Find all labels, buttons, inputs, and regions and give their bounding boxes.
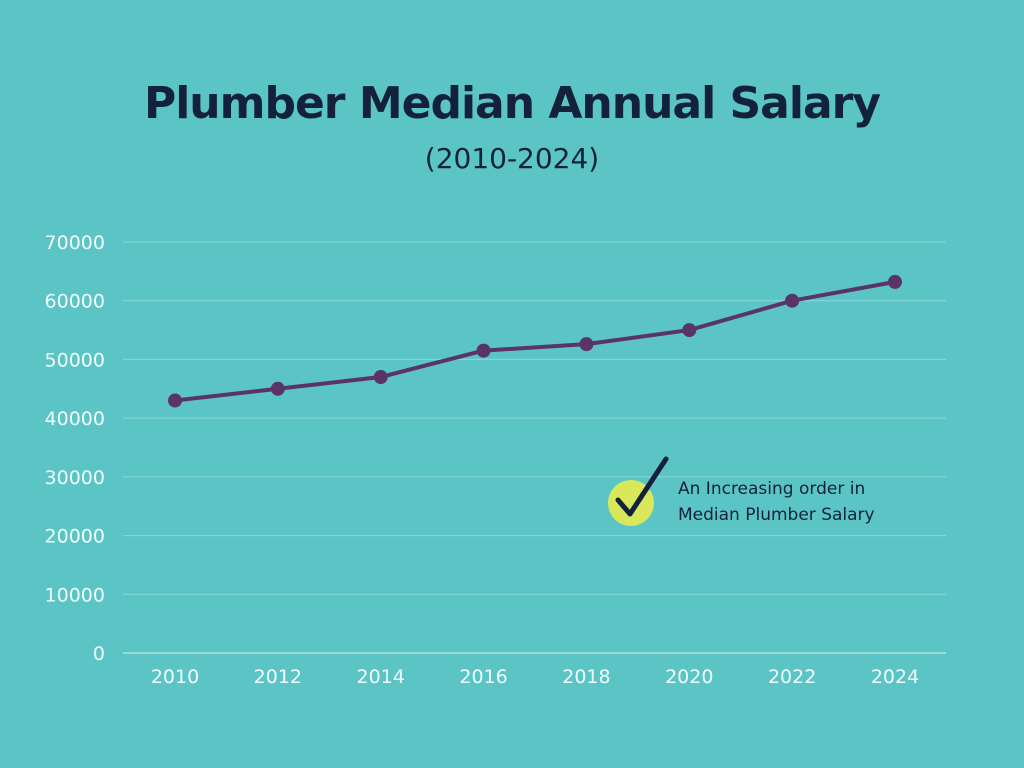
x-tick-label: 2018 [562, 666, 610, 688]
y-tick-label: 50000 [45, 349, 105, 371]
data-point [682, 323, 697, 338]
data-point [373, 370, 388, 385]
x-tick-label: 2020 [665, 666, 713, 688]
data-point [270, 381, 285, 396]
chart-subtitle: (2010-2024) [424, 142, 600, 175]
y-tick-label: 30000 [45, 467, 105, 489]
data-point [785, 293, 800, 308]
x-tick-label: 2022 [768, 666, 816, 688]
chart-title: Plumber Median Annual Salary [143, 78, 881, 129]
data-point [579, 337, 594, 352]
x-tick-label: 2012 [254, 666, 302, 688]
y-tick-label: 20000 [45, 526, 105, 548]
data-point [888, 274, 902, 289]
x-tick-label: 2010 [151, 666, 199, 688]
annotation-text: An Increasing order in Median Plumber Sa… [678, 476, 875, 528]
data-point [476, 343, 491, 358]
x-tick-label: 2016 [459, 666, 507, 688]
y-tick-label: 40000 [45, 408, 105, 430]
y-tick-label: 10000 [45, 584, 105, 606]
annotation-line-2: Median Plumber Salary [678, 505, 875, 525]
y-tick-label: 0 [93, 643, 105, 665]
y-tick-label: 70000 [45, 232, 105, 254]
data-point [168, 393, 182, 408]
x-tick-label: 2014 [357, 666, 405, 688]
annotation-line-1: An Increasing order in [678, 479, 866, 499]
x-tick-label: 2024 [871, 666, 919, 688]
y-tick-label: 60000 [45, 291, 105, 313]
series-line [174, 279, 896, 403]
